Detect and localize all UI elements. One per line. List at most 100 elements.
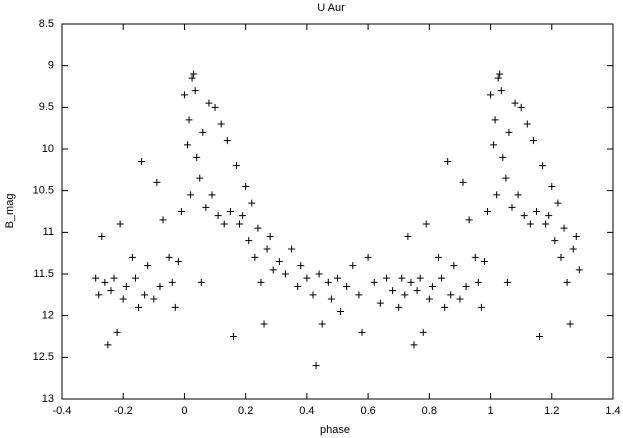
point — [545, 212, 553, 220]
point — [185, 116, 193, 124]
point — [217, 120, 225, 128]
point — [459, 178, 467, 186]
point — [315, 270, 323, 278]
point — [174, 258, 182, 265]
point — [404, 233, 412, 240]
point — [131, 274, 139, 282]
point — [263, 245, 271, 253]
point — [165, 253, 173, 261]
point — [497, 87, 505, 95]
point — [242, 183, 250, 190]
x-tick-label: 0 — [181, 405, 187, 417]
point — [214, 212, 222, 220]
point — [245, 237, 253, 245]
point — [239, 212, 247, 220]
point — [107, 287, 115, 295]
point — [343, 283, 351, 290]
point — [324, 278, 332, 286]
point — [560, 224, 568, 232]
point — [398, 274, 406, 282]
x-tick-label: 0.2 — [238, 405, 253, 417]
point — [211, 103, 219, 111]
point — [171, 303, 179, 311]
point — [141, 291, 149, 299]
point — [266, 233, 274, 240]
point — [275, 258, 283, 265]
y-tick-label: 10 — [42, 143, 54, 155]
chart-title: U Aur — [317, 2, 345, 14]
point — [358, 328, 366, 336]
point — [269, 266, 277, 274]
point — [438, 274, 446, 282]
point — [494, 74, 502, 82]
point — [297, 262, 305, 270]
point — [480, 258, 488, 265]
point — [180, 91, 188, 99]
point — [220, 220, 228, 228]
y-tick-label: 12.5 — [33, 351, 54, 363]
point — [503, 278, 511, 286]
point — [465, 216, 473, 224]
point — [447, 291, 455, 299]
point — [150, 295, 158, 303]
point — [370, 278, 378, 286]
y-tick-label: 11 — [43, 226, 54, 238]
y-axis-label: B_mag — [4, 194, 16, 229]
point — [499, 153, 507, 161]
point — [138, 158, 146, 165]
x-tick-label: 1.2 — [544, 405, 559, 417]
point — [229, 333, 237, 340]
point — [444, 158, 452, 165]
point — [113, 328, 121, 336]
point — [260, 320, 268, 328]
point — [327, 295, 335, 303]
point — [191, 87, 199, 95]
point — [294, 283, 302, 290]
point — [355, 291, 363, 299]
point — [168, 278, 176, 286]
plot-frame — [61, 23, 614, 400]
point — [389, 287, 397, 295]
point — [471, 253, 479, 261]
point — [493, 191, 501, 199]
point — [491, 116, 499, 124]
point — [98, 233, 106, 240]
point — [508, 203, 516, 211]
point — [523, 120, 531, 128]
point — [199, 128, 207, 136]
point — [532, 208, 540, 215]
point — [529, 137, 537, 145]
point — [490, 141, 498, 149]
x-tick-label: -0.2 — [114, 405, 133, 417]
point — [122, 283, 130, 290]
y-tick-label: 8.5 — [39, 18, 54, 30]
point — [563, 278, 571, 286]
point — [364, 253, 372, 261]
point — [187, 191, 195, 199]
y-tick-label: 10.5 — [33, 185, 54, 197]
point — [557, 253, 565, 261]
point — [104, 341, 112, 349]
point — [156, 283, 164, 290]
x-tick-label: 0.6 — [360, 405, 375, 417]
point — [177, 208, 185, 215]
point — [435, 253, 443, 261]
point — [450, 262, 458, 270]
point — [428, 283, 436, 290]
x-tick-label: 0.4 — [299, 405, 314, 417]
point — [520, 212, 528, 220]
point — [376, 299, 384, 307]
point — [410, 341, 418, 349]
point — [223, 137, 231, 145]
point — [487, 91, 495, 99]
point — [566, 320, 574, 328]
point — [419, 328, 427, 336]
point — [401, 291, 409, 299]
point — [188, 74, 196, 82]
point — [226, 208, 234, 215]
point — [196, 174, 204, 182]
y-tick-label: 12 — [42, 310, 54, 322]
point — [110, 274, 118, 282]
